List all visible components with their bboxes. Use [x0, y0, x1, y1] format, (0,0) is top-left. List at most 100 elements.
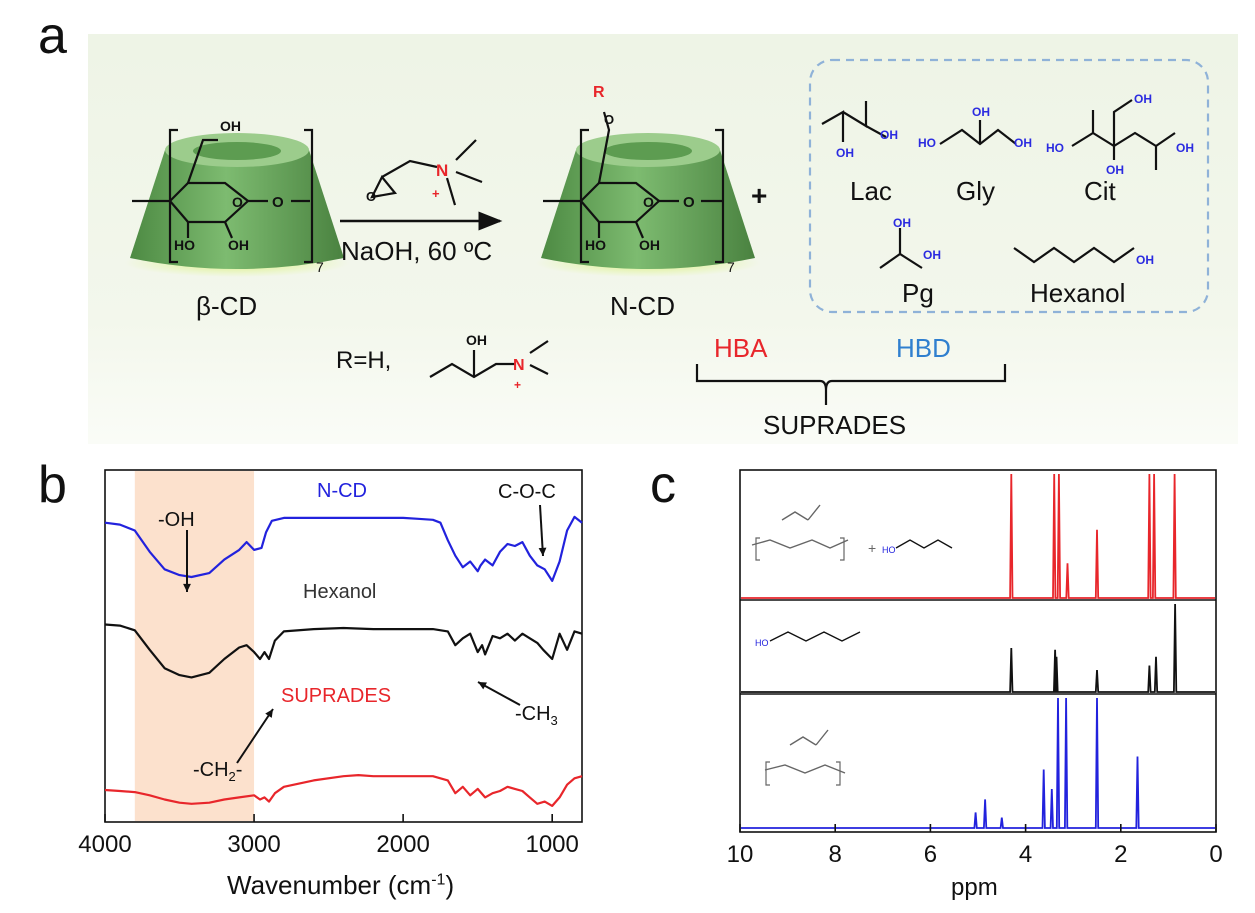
nmr-spectrum-hexanol — [741, 603, 1215, 693]
svg-text:OH: OH — [466, 332, 487, 348]
nmr-inset-bracket-2 — [765, 761, 841, 786]
nmr-spectrum-n-cd — [741, 697, 1215, 829]
synthesis-scheme: OH HO OH O O 7 N + O R — [125, 58, 1210, 405]
ftir-annotation-arrowhead — [538, 547, 547, 556]
ftir-annotation-arrow — [539, 504, 544, 557]
hexanol-structure — [1013, 246, 1135, 264]
nmr-inset-ho: HO — [882, 545, 896, 555]
gly-ho: HO — [918, 136, 936, 150]
glycerol-structure — [939, 120, 1017, 146]
svg-text:N: N — [513, 357, 525, 374]
molecule-pg: Pg — [902, 278, 934, 308]
lac-oh-2: OH — [836, 146, 854, 160]
plus-sign: + — [751, 180, 768, 211]
epoxide-reagent — [370, 139, 483, 206]
cit-ho: HO — [1046, 141, 1064, 155]
cit-oh-3: OH — [1176, 141, 1194, 155]
nmr-inset-hexanol-structure-2 — [769, 631, 861, 642]
svg-text:HO: HO — [585, 237, 606, 253]
ftir-annotation-arrow — [236, 708, 274, 764]
nmr-inset-ncd-tail — [781, 504, 821, 521]
ftir-series-label-suprades: SUPRADES — [281, 685, 392, 707]
svg-text:+: + — [432, 186, 440, 201]
propylene-glycol-structure — [879, 228, 923, 269]
svg-text:O: O — [366, 189, 376, 204]
ftir-annotation-ch3: -CH3 — [515, 703, 558, 728]
nmr-x-tick-label: 8 — [829, 841, 842, 868]
svg-text:7: 7 — [316, 259, 324, 275]
svg-text:HO: HO — [174, 237, 195, 253]
hexanol-oh: OH — [1136, 253, 1154, 267]
ftir-x-tick-label: 2000 — [376, 831, 429, 858]
nmr-inset-ncd-structure-2 — [764, 764, 846, 774]
svg-text:OH: OH — [228, 237, 249, 253]
svg-text:O: O — [643, 194, 654, 210]
ftir-annotation-arrow — [477, 681, 521, 706]
nmr-inset-hexanol-structure — [895, 539, 953, 549]
cit-oh-1: OH — [1134, 92, 1152, 106]
beta-cd-label: β-CD — [196, 291, 258, 321]
molecule-hexanol: Hexanol — [1030, 278, 1126, 308]
r-group-label: R=H, — [336, 347, 392, 374]
reaction-conditions: NaOH, 60 ºC — [341, 236, 493, 266]
svg-text:OH: OH — [220, 118, 241, 134]
ftir-annotation-oh: -OH — [158, 509, 195, 531]
ftir-annotation-arrowhead — [265, 709, 273, 718]
cit-oh-2: OH — [1106, 163, 1124, 177]
lac-oh-1: OH — [880, 128, 898, 142]
svg-text:R: R — [593, 84, 605, 101]
beta-cd-cone: OH HO OH O O 7 — [125, 118, 349, 277]
panel-label-b: b — [38, 456, 67, 514]
nmr-inset-ncd-structure — [751, 539, 849, 549]
nmr-spectrum-n-cd-hexanol — [741, 473, 1215, 599]
ftir-annotation-ch2: -CH2- — [193, 759, 243, 784]
nmr-inset-ho-2: HO — [755, 638, 769, 648]
gly-oh-2: OH — [1014, 136, 1032, 150]
suprades-label: SUPRADES — [763, 410, 907, 440]
nmr-x-tick-label: 10 — [727, 841, 754, 868]
ftir-annotation-arrowhead — [183, 583, 191, 592]
ftir-series-label-hexanol: Hexanol — [303, 581, 377, 603]
molecule-lac: Lac — [850, 176, 892, 206]
svg-text:O: O — [232, 194, 243, 210]
ftir-x-tick-label: 3000 — [227, 831, 280, 858]
ftir-annotation-arrowhead — [478, 682, 487, 690]
nmr-inset-plus: + — [868, 540, 876, 556]
supra-brace — [695, 364, 1007, 405]
nmr-x-tick-label: 6 — [924, 841, 937, 868]
citric-acid-structure — [1071, 99, 1176, 170]
nmr-x-tick-label: 0 — [1209, 841, 1222, 868]
svg-text:O: O — [604, 112, 614, 127]
n-cd-cone: R O HO OH O O 7 — [536, 84, 760, 277]
nmr-plot-frame — [739, 469, 1217, 833]
molecule-cit: Cit — [1084, 176, 1116, 206]
hbd-molecule-box — [808, 58, 1210, 314]
nmr-inset-ncd-tail-2 — [789, 729, 829, 746]
svg-text:N: N — [436, 161, 448, 180]
pg-oh-1: OH — [893, 216, 911, 230]
hbd-label: HBD — [896, 333, 951, 363]
gly-oh-1: OH — [972, 105, 990, 119]
panel-label-c: c — [650, 456, 676, 514]
ftir-annotation-coc: C-O-C — [498, 481, 556, 503]
ftir-series-suprades — [104, 773, 583, 808]
nmr-x-axis-title: ppm — [951, 874, 998, 901]
nmr-x-tick-label: 2 — [1114, 841, 1127, 868]
ftir-series-hexanol — [104, 623, 583, 679]
ftir-x-tick-label: 1000 — [525, 831, 578, 858]
hba-label: HBA — [714, 333, 768, 363]
svg-text:O: O — [683, 194, 695, 211]
svg-text:O: O — [272, 194, 284, 211]
svg-text:OH: OH — [639, 237, 660, 253]
r-group-structure — [429, 340, 549, 379]
nmr-x-tick-label: 4 — [1019, 841, 1032, 868]
pg-oh-2: OH — [923, 248, 941, 262]
lactic-acid-structure — [821, 101, 887, 142]
molecule-gly: Gly — [956, 176, 995, 206]
svg-text:+: + — [514, 378, 521, 392]
ftir-series-label-ncd: N-CD — [317, 480, 367, 502]
ftir-x-axis-title: Wavenumber (cm-1) — [227, 870, 455, 900]
ftir-x-tick-label: 4000 — [78, 831, 131, 858]
nmr-inset-bracket — [755, 537, 845, 561]
svg-text:7: 7 — [727, 259, 735, 275]
